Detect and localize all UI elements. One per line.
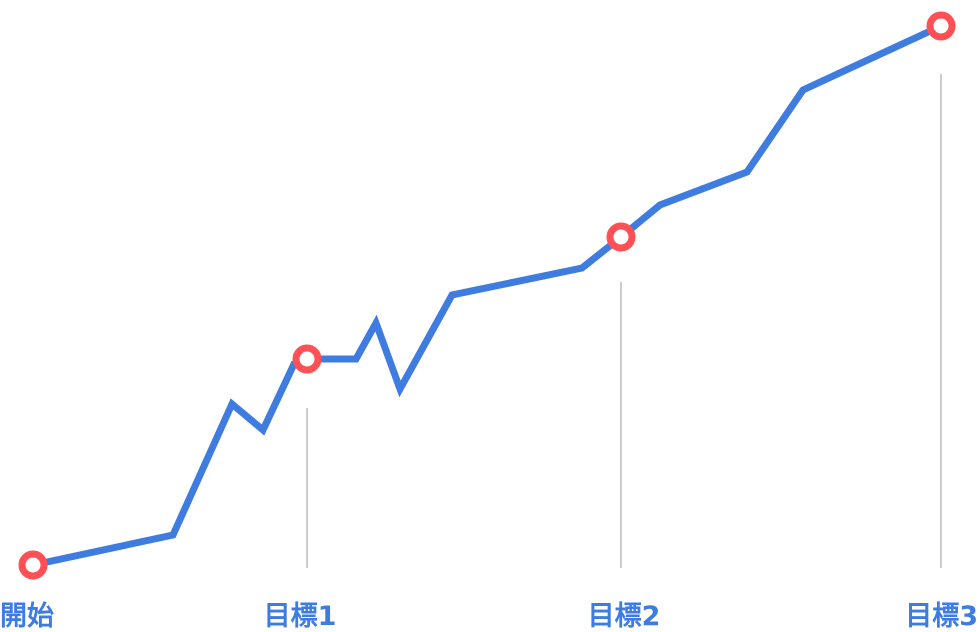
marker-goal-3 [926,11,956,41]
marker-goal-1 [292,344,322,374]
marker-goal-2 [606,222,636,252]
label-start: 開始 [0,600,54,632]
marker-start [18,550,48,580]
label-goal-3: 目標3 [905,601,978,632]
label-goal-2: 目標2 [588,601,661,632]
label-goal-1: 目標1 [264,601,337,632]
progress-path [29,22,945,569]
